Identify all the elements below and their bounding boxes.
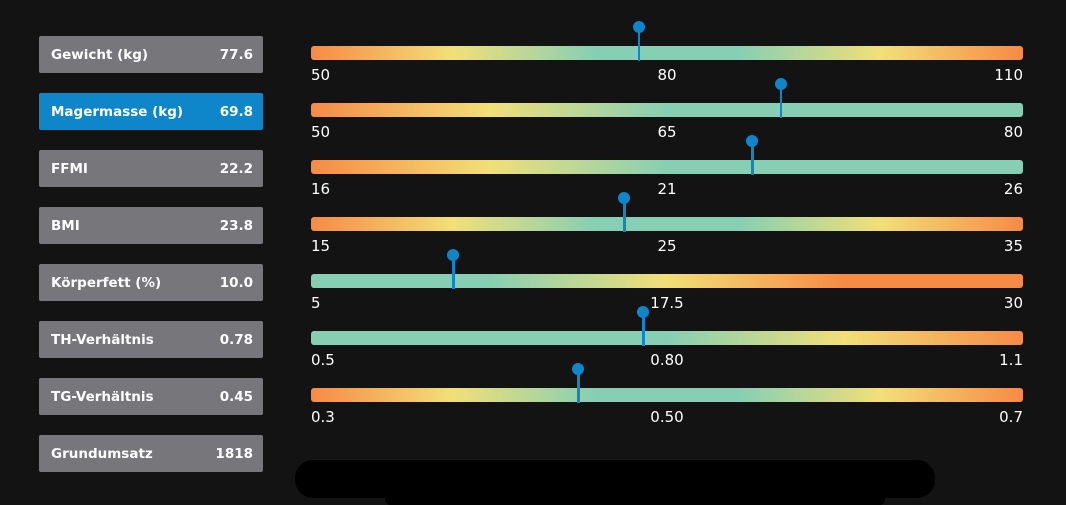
tick-min: 50 <box>311 66 331 84</box>
metric-weight[interactable]: Gewicht (kg) 77.6 <box>39 36 263 73</box>
metric-label: Magermasse (kg) <box>51 103 184 120</box>
metric-value: 22.2 <box>219 160 253 177</box>
value-marker <box>637 306 650 346</box>
tick-max: 30 <box>1003 294 1023 312</box>
tick-mid: 0.80 <box>650 351 684 369</box>
metric-waist-height-ratio[interactable]: TG-Verhältnis 0.45 <box>39 378 263 415</box>
value-marker <box>774 78 787 118</box>
redaction-block <box>385 494 885 505</box>
metric-label: FFMI <box>51 160 88 177</box>
value-marker <box>618 192 631 232</box>
tick-mid: 65 <box>657 123 677 141</box>
scale-bmi: 15 25 35 <box>311 192 1023 287</box>
metric-label: Gewicht (kg) <box>51 46 149 63</box>
gradient-bar <box>311 46 1023 60</box>
redaction-block <box>295 460 935 498</box>
metric-label: Körperfett (%) <box>51 274 162 291</box>
scale-body-fat: 5 17.5 30 <box>311 249 1023 344</box>
tick-max: 0.7 <box>999 408 1023 426</box>
metric-value: 1818 <box>215 445 253 462</box>
metric-value: 10.0 <box>219 274 253 291</box>
tick-mid: 25 <box>657 237 677 255</box>
metric-value: 0.45 <box>219 388 253 405</box>
gradient-bar <box>311 331 1023 345</box>
metric-lean-mass[interactable]: Magermasse (kg) 69.8 <box>39 93 263 130</box>
tick-mid: 0.50 <box>650 408 684 426</box>
tick-mid: 80 <box>657 66 677 84</box>
metric-label: TH-Verhältnis <box>51 331 154 348</box>
tick-max: 1.1 <box>999 351 1023 369</box>
metric-body-fat[interactable]: Körperfett (%) 10.0 <box>39 264 263 301</box>
tick-min: 16 <box>311 180 331 198</box>
metric-waist-hip-ratio[interactable]: TH-Verhältnis 0.78 <box>39 321 263 358</box>
gradient-bar <box>311 160 1023 174</box>
tick-max: 110 <box>994 66 1023 84</box>
metric-bmi[interactable]: BMI 23.8 <box>39 207 263 244</box>
metric-value: 69.8 <box>219 103 253 120</box>
tick-min: 15 <box>311 237 331 255</box>
metric-ffmi[interactable]: FFMI 22.2 <box>39 150 263 187</box>
metric-value: 77.6 <box>219 46 253 63</box>
tick-mid: 21 <box>657 180 677 198</box>
gradient-bar <box>311 103 1023 117</box>
scale-waist-height-ratio: 0.3 0.50 0.7 <box>311 363 1023 458</box>
metric-label: TG-Verhältnis <box>51 388 154 405</box>
metric-value: 0.78 <box>219 331 253 348</box>
gradient-bar <box>311 388 1023 402</box>
metric-label: Grundumsatz <box>51 445 153 462</box>
tick-max: 80 <box>1003 123 1023 141</box>
metric-basal-metabolic-rate[interactable]: Grundumsatz 1818 <box>39 435 263 472</box>
metric-value: 23.8 <box>219 217 253 234</box>
tick-max: 35 <box>1003 237 1023 255</box>
scale-ffmi: 16 21 26 <box>311 135 1023 230</box>
metric-label: BMI <box>51 217 80 234</box>
value-marker <box>447 249 460 289</box>
value-marker <box>746 135 759 175</box>
tick-mid: 17.5 <box>650 294 684 312</box>
tick-min: 0.5 <box>311 351 335 369</box>
scale-waist-hip-ratio: 0.5 0.80 1.1 <box>311 306 1023 401</box>
value-marker <box>632 21 645 61</box>
tick-min: 0.3 <box>311 408 335 426</box>
scale-lean-mass: 50 65 80 <box>311 78 1023 173</box>
value-marker <box>572 363 584 403</box>
tick-min: 5 <box>311 294 321 312</box>
gradient-bar <box>311 274 1023 288</box>
tick-min: 50 <box>311 123 331 141</box>
scale-weight: 50 80 110 <box>311 21 1023 116</box>
gradient-bar <box>311 217 1023 231</box>
tick-max: 26 <box>1003 180 1023 198</box>
